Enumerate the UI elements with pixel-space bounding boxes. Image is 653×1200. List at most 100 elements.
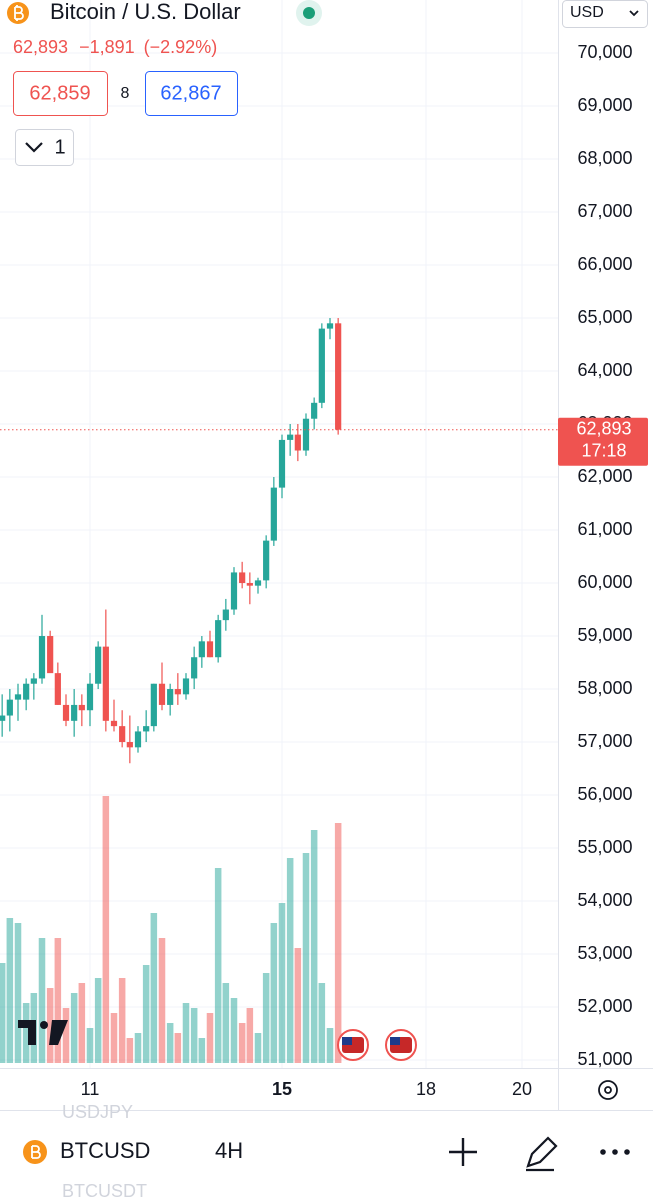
candle-body (54, 673, 61, 705)
volume-bar (230, 998, 238, 1063)
y-tick-label: 55,000 (577, 837, 632, 857)
candle-body (47, 636, 54, 674)
candle-body (71, 704, 78, 721)
last-price-label: 62,893 (576, 418, 631, 438)
candle-body (14, 694, 22, 700)
volume-bar (246, 1008, 254, 1063)
ask-price: 62,867 (160, 82, 221, 104)
more-icon-dot (624, 1149, 630, 1155)
volume-bar (254, 1033, 262, 1063)
candle-body (174, 689, 181, 695)
quote-change-pct: (−2.92%) (144, 37, 218, 57)
symbol[interactable]: BTCUSD (60, 1138, 150, 1163)
flag-canton (342, 1037, 352, 1045)
volume-bar (182, 1003, 190, 1063)
candle-body (62, 704, 70, 721)
candle-body (294, 434, 301, 451)
y-tick-label: 68,000 (577, 148, 632, 168)
volume-bar (126, 1038, 134, 1063)
y-tick-label: 53,000 (577, 943, 632, 963)
volume-bar (174, 1033, 182, 1063)
last-price-box (558, 417, 648, 466)
candle-body (30, 678, 37, 684)
quote-change: −1,891 (79, 37, 135, 57)
more-icon-dot (612, 1149, 618, 1155)
candle-body (134, 731, 142, 748)
volume-bar (134, 1033, 142, 1063)
symbol-ghost: BTCUSDT (62, 1181, 147, 1200)
y-tick-label: 62,000 (577, 466, 632, 486)
y-tick-label: 69,000 (577, 95, 632, 115)
candle-body (126, 742, 133, 748)
candle-body (86, 683, 94, 711)
candle-body (110, 720, 118, 727)
currency-select[interactable] (562, 0, 648, 28)
volume-bar (78, 983, 86, 1063)
timeframe[interactable]: 4H (215, 1138, 243, 1163)
x-tick-label: 18 (416, 1079, 436, 1099)
volume-bar (326, 1028, 334, 1063)
volume-bar (54, 938, 62, 1063)
candle-body (143, 726, 150, 732)
volume-bar (310, 830, 318, 1063)
quote-price: 62,893 (13, 37, 68, 57)
settings-icon-core (604, 1086, 612, 1094)
bid-price: 62,859 (29, 82, 90, 104)
candle-body (102, 646, 109, 721)
y-tick-label: 64,000 (577, 360, 632, 380)
add-icon[interactable] (449, 1138, 477, 1166)
candle-body (182, 678, 190, 695)
y-tick-label: 56,000 (577, 784, 632, 804)
bottom-toolbar: USDJPY BTCUSDT BTCUSD 4H (23, 1102, 630, 1200)
more-icon[interactable] (600, 1149, 606, 1155)
candle-body (95, 646, 102, 684)
volume-bar (142, 965, 150, 1063)
quote-line: 62,893 −1,891 (−2.92%) (13, 37, 217, 57)
buy-button[interactable] (145, 71, 238, 116)
volume-bar (214, 868, 222, 1063)
countdown: 17:18 (581, 440, 626, 460)
candle-body (335, 323, 342, 430)
bitcoin-glyph (14, 5, 24, 21)
candle-body (23, 683, 30, 700)
logo-part (18, 1020, 36, 1045)
volume-bar (22, 1003, 30, 1063)
indicators-toggle[interactable] (15, 129, 74, 166)
volume-bar (278, 903, 286, 1063)
volume-bar (102, 796, 110, 1063)
market-status-dot (303, 7, 315, 19)
volume-bar (14, 923, 22, 1063)
chevron-icon (25, 142, 43, 153)
y-tick-label: 51,000 (577, 1049, 632, 1069)
settings-icon[interactable] (598, 1080, 618, 1100)
volume-bar (190, 1008, 198, 1063)
volume-bar (238, 1023, 246, 1063)
volume-bar (286, 858, 294, 1063)
y-tick-label: 57,000 (577, 731, 632, 751)
candle-body (78, 704, 85, 711)
candle-body (302, 418, 310, 451)
draw-icon[interactable] (526, 1136, 558, 1172)
volume-bar (334, 823, 342, 1063)
candle-body (278, 439, 286, 488)
flag-canton (390, 1037, 400, 1045)
y-tick-label: 61,000 (577, 519, 632, 539)
sell-button[interactable] (13, 71, 108, 116)
spread: 8 (121, 85, 130, 102)
y-tick-label: 65,000 (577, 307, 632, 327)
candle-body (311, 402, 318, 419)
candle-body (263, 540, 270, 581)
volume-bar (6, 918, 14, 1063)
candle-body (287, 434, 294, 440)
tv-logo (18, 1020, 68, 1045)
volume-bar (38, 938, 46, 1063)
volume-bar (158, 938, 166, 1063)
candle-body (254, 580, 262, 586)
volume-bar (318, 983, 326, 1063)
candle-body (326, 323, 334, 329)
candle-body (6, 699, 13, 716)
candle-body (270, 487, 277, 541)
volume-bar (206, 1013, 214, 1063)
